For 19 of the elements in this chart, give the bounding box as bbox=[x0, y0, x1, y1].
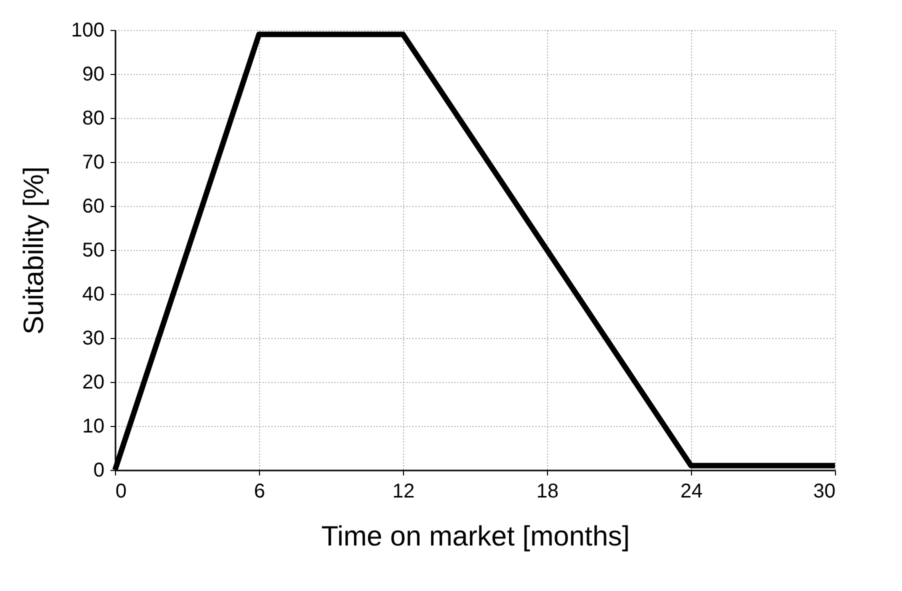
y-tick-label: 0 bbox=[93, 460, 104, 482]
x-tick-label: 24 bbox=[680, 480, 703, 502]
x-tick-label: 18 bbox=[536, 480, 559, 502]
x-axis-title: Time on market [months] bbox=[321, 520, 630, 552]
y-tick-label: 70 bbox=[82, 152, 104, 174]
y-tick-label: 10 bbox=[82, 416, 104, 438]
y-tick-label: 60 bbox=[82, 196, 104, 218]
y-tick-label: 90 bbox=[82, 64, 104, 86]
y-tick-label: 20 bbox=[82, 372, 104, 394]
y-axis-title: Suitability [%] bbox=[18, 166, 50, 335]
y-tick-label: 40 bbox=[82, 284, 104, 306]
y-tick-label: 50 bbox=[82, 240, 104, 262]
y-tick-label: 80 bbox=[82, 108, 104, 130]
x-tick-label: 12 bbox=[392, 480, 415, 502]
x-tick-label: 6 bbox=[254, 480, 266, 502]
y-tick-label: 30 bbox=[82, 328, 104, 350]
y-tick-label: 100 bbox=[71, 20, 104, 42]
x-tick-label: 0 bbox=[116, 480, 127, 502]
x-tick-label: 30 bbox=[813, 480, 836, 502]
